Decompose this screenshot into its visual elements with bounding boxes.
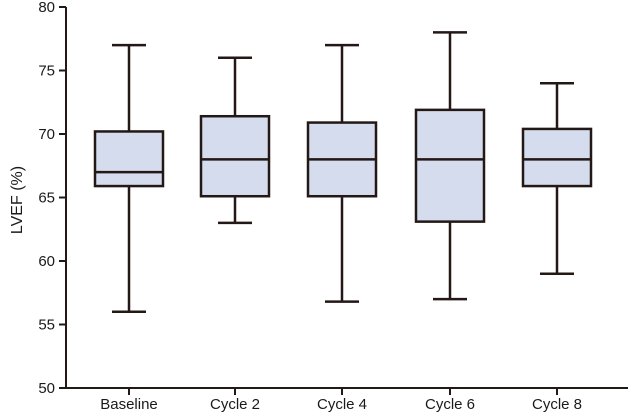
x-tick-label: Cycle 6 (425, 396, 475, 413)
x-ticks-layer: Baseline Cycle 2 Cycle 4 Cycle 6 Cycle 8 (100, 388, 582, 413)
iqr-box (414, 108, 486, 223)
box-2 (199, 56, 271, 225)
iqr-box (199, 114, 271, 198)
x-tick-label: Cycle 4 (317, 396, 367, 413)
y-tick-label: 75 (38, 63, 55, 80)
box-3 (306, 43, 378, 303)
box-4 (414, 31, 486, 301)
y-tick-label: 60 (38, 253, 55, 270)
y-tick-label: 70 (38, 126, 55, 143)
y-ticks-layer: 50 55 60 65 70 75 80 (38, 0, 66, 397)
iqr-box (521, 127, 593, 188)
box-1 (93, 43, 165, 314)
axes-layer (65, 7, 628, 389)
y-axis-title: LVEF (%) (9, 166, 26, 234)
y-tick-label: 55 (38, 317, 55, 334)
boxes-layer (93, 31, 593, 314)
box-5 (521, 81, 593, 275)
y-tick-label: 80 (38, 0, 55, 16)
y-tick-label: 65 (38, 190, 55, 207)
y-tick-label: 50 (38, 380, 55, 397)
x-tick-label: Baseline (100, 396, 158, 413)
x-tick-label: Cycle 8 (532, 396, 582, 413)
x-tick-label: Cycle 2 (210, 396, 260, 413)
iqr-box (93, 130, 165, 188)
